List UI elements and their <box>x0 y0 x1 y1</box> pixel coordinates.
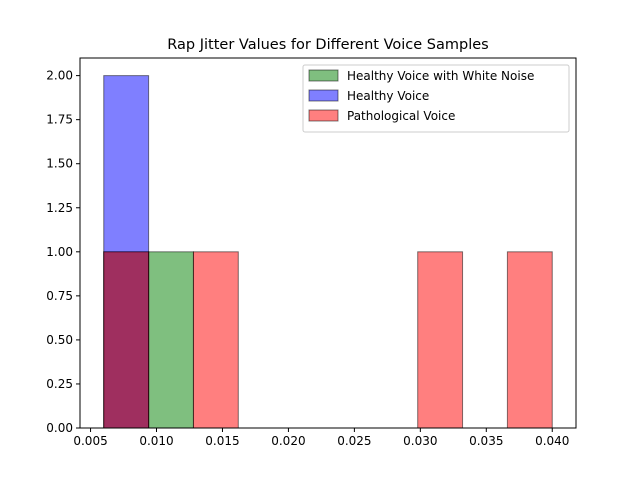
bars-layer <box>103 75 553 429</box>
legend-swatch <box>308 69 339 82</box>
legend-label: Healthy Voice <box>347 89 429 103</box>
y-tick-label: 0.75 <box>46 289 73 303</box>
bar-pathological-voice-bin-7 <box>417 251 464 429</box>
x-tick-label: 0.020 <box>271 434 305 448</box>
x-tick-label: 0.030 <box>403 434 437 448</box>
bar-healthy-voice-with-white-noise-bin-1 <box>148 251 194 429</box>
x-axis: 0.005 0.010 0.015 0.020 0.025 0.030 0.035 0.040 <box>73 428 569 448</box>
axes-frame <box>79 57 577 429</box>
legend-swatch <box>308 109 339 122</box>
y-tick-label: 1.25 <box>46 201 73 215</box>
x-tick-label: 0.005 <box>73 434 107 448</box>
y-axis: 0.00 0.25 0.50 0.75 1.00 1.25 1.50 1.75 2.00 <box>46 69 80 435</box>
legend-box <box>302 64 570 133</box>
x-tick-label: 0.035 <box>469 434 503 448</box>
y-tick-label: 2.00 <box>46 69 73 83</box>
legend-label: Healthy Voice with White Noise <box>347 69 534 83</box>
x-tick-label: 0.025 <box>337 434 371 448</box>
y-tick-label: 0.25 <box>46 377 73 391</box>
bar-pathological-voice-bin-9 <box>506 251 553 429</box>
legend-swatch <box>308 89 339 102</box>
y-tick-label: 1.00 <box>46 245 73 259</box>
bar-pathological-voice-bin-2 <box>192 251 239 429</box>
x-tick-label: 0.010 <box>139 434 173 448</box>
chart-title: Rap Jitter Values for Different Voice Sa… <box>167 37 488 53</box>
legend-label: Pathological Voice <box>347 109 455 123</box>
x-tick-label: 0.015 <box>205 434 239 448</box>
y-tick-label: 1.50 <box>46 157 73 171</box>
bar-pathological-voice-bin-0 <box>103 251 150 429</box>
y-tick-label: 1.75 <box>46 113 73 127</box>
legend: Healthy Voice with White Noise Healthy Vo… <box>302 64 570 133</box>
y-tick-label: 0.00 <box>46 421 73 435</box>
y-tick-label: 0.50 <box>46 333 73 347</box>
x-tick-label: 0.040 <box>535 434 569 448</box>
